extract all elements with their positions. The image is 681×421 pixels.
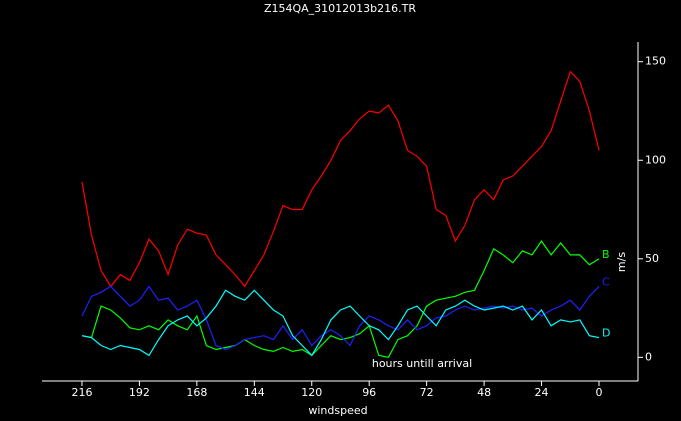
series-label: D xyxy=(602,327,610,340)
x-tick-label: 144 xyxy=(244,386,265,399)
series-line xyxy=(81,285,600,351)
y-tick-label: 0 xyxy=(645,350,652,363)
x-tick-label: 48 xyxy=(477,386,491,399)
x-tick-label: 0 xyxy=(595,386,602,399)
annotation: hours untill arrival xyxy=(372,357,472,370)
x-axis-label: windspeed xyxy=(308,404,367,417)
y-tick-label: 100 xyxy=(645,153,666,166)
series-line xyxy=(81,240,600,358)
series-label: C xyxy=(602,275,610,288)
series-line xyxy=(81,289,600,357)
x-tick-label: 120 xyxy=(301,386,322,399)
x-tick-label: 216 xyxy=(71,386,92,399)
x-tick-label: 96 xyxy=(362,386,376,399)
x-tick-label: 192 xyxy=(129,386,150,399)
x-tick-label: 168 xyxy=(186,386,207,399)
x-tick-label: 72 xyxy=(420,386,434,399)
series-label: B xyxy=(602,248,610,261)
x-tick-label: 24 xyxy=(535,386,549,399)
y-tick-label: 50 xyxy=(645,252,659,265)
y-axis-label: m/s xyxy=(615,252,628,272)
series-line xyxy=(81,70,600,288)
chart-title: Z154QA_31012013b216.TR xyxy=(264,2,416,15)
y-tick-label: 150 xyxy=(645,55,666,68)
